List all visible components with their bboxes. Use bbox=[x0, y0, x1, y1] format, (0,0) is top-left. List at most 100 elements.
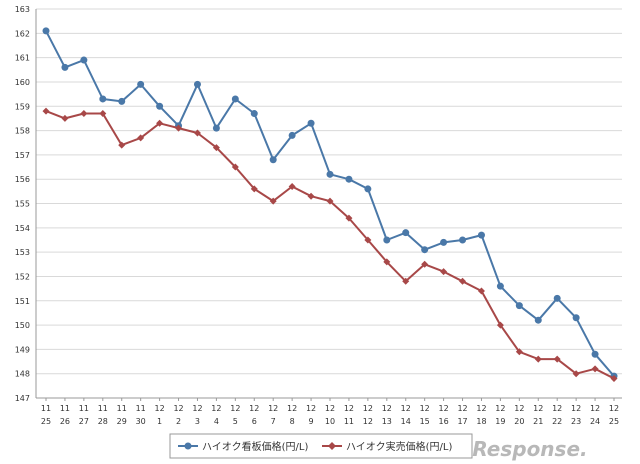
y-tick-label-148: 148 bbox=[15, 370, 30, 379]
x-tick-day-29: 24 bbox=[590, 417, 600, 426]
series-0-point-0 bbox=[42, 27, 50, 35]
x-tick-day-25: 20 bbox=[514, 417, 524, 426]
legend: ハイオク看板価格(円/L) ハイオク実売価格(円/L) bbox=[169, 433, 473, 459]
x-tick-month-1: 11 bbox=[60, 404, 70, 413]
series-0-point-25 bbox=[515, 302, 523, 310]
y-tick-label-162: 162 bbox=[15, 29, 30, 38]
y-tick-label-155: 155 bbox=[15, 200, 30, 209]
series-0-point-24 bbox=[496, 282, 504, 290]
series-1-point-11 bbox=[250, 185, 258, 193]
series-0-point-12 bbox=[269, 156, 277, 164]
series-1-point-27 bbox=[553, 355, 561, 363]
series-1-point-29 bbox=[591, 365, 599, 373]
x-tick-month-27: 12 bbox=[552, 404, 562, 413]
series-1-point-10 bbox=[231, 163, 239, 171]
y-tick-label-152: 152 bbox=[15, 272, 30, 281]
x-tick-month-29: 12 bbox=[590, 404, 600, 413]
x-tick-day-28: 23 bbox=[571, 417, 581, 426]
series-0-point-20 bbox=[421, 246, 429, 254]
x-tick-month-10: 12 bbox=[230, 404, 240, 413]
x-tick-day-1: 26 bbox=[60, 417, 70, 426]
x-tick-day-8: 3 bbox=[195, 417, 200, 426]
series-0-point-23 bbox=[477, 231, 485, 239]
series-1-point-17 bbox=[364, 236, 372, 244]
x-tick-day-0: 25 bbox=[41, 417, 51, 426]
x-tick-month-7: 12 bbox=[173, 404, 183, 413]
series-0-point-8 bbox=[193, 80, 201, 88]
x-tick-month-13: 12 bbox=[287, 404, 297, 413]
series-1-point-19 bbox=[402, 277, 410, 285]
x-tick-month-8: 12 bbox=[192, 404, 202, 413]
x-axis: 1125112611271128112911301211221231241251… bbox=[36, 397, 622, 426]
x-tick-month-5: 11 bbox=[136, 404, 146, 413]
x-tick-month-18: 12 bbox=[382, 404, 392, 413]
series-0-point-21 bbox=[440, 238, 448, 246]
series-0-point-19 bbox=[402, 229, 410, 237]
x-tick-month-21: 12 bbox=[439, 404, 449, 413]
series-0-point-6 bbox=[156, 102, 164, 110]
x-tick-day-14: 9 bbox=[309, 417, 314, 426]
x-tick-month-11: 12 bbox=[249, 404, 259, 413]
series-line-1 bbox=[45, 110, 615, 380]
series-0-point-22 bbox=[459, 236, 467, 244]
series-1-point-1 bbox=[61, 114, 69, 122]
x-tick-month-28: 12 bbox=[571, 404, 581, 413]
x-tick-day-27: 22 bbox=[552, 417, 562, 426]
series-0-point-5 bbox=[137, 80, 145, 88]
x-tick-day-6: 1 bbox=[157, 417, 162, 426]
series-0-point-4 bbox=[118, 97, 126, 105]
series-1-point-13 bbox=[288, 182, 296, 190]
series-1-point-5 bbox=[137, 134, 145, 142]
legend-box bbox=[169, 433, 473, 459]
series-1-point-9 bbox=[212, 144, 220, 152]
x-tick-month-2: 11 bbox=[79, 404, 89, 413]
x-tick-day-5: 30 bbox=[136, 417, 146, 426]
x-tick-day-10: 5 bbox=[233, 417, 238, 426]
series-1-point-20 bbox=[421, 260, 429, 268]
series-0-point-15 bbox=[326, 170, 334, 178]
y-axis: 147 148 149 150 151 152 153 154 155 156 157 158 159 1… bbox=[15, 5, 37, 403]
series-1-point-8 bbox=[193, 129, 201, 137]
y-tick-label-160: 160 bbox=[15, 78, 30, 87]
series-1-point-18 bbox=[383, 258, 391, 266]
x-tick-day-3: 28 bbox=[98, 417, 108, 426]
x-tick-day-17: 12 bbox=[363, 417, 373, 426]
series-0-point-10 bbox=[231, 95, 239, 103]
x-tick-month-16: 12 bbox=[344, 404, 354, 413]
series-1-point-0 bbox=[42, 107, 50, 115]
x-tick-month-20: 12 bbox=[420, 404, 430, 413]
series-0-point-18 bbox=[383, 236, 391, 244]
legend-label-1: ハイオク看板価格(円/L) bbox=[202, 440, 308, 453]
x-tick-month-17: 12 bbox=[363, 404, 373, 413]
x-tick-day-26: 21 bbox=[533, 417, 543, 426]
x-tick-day-23: 18 bbox=[476, 417, 486, 426]
series-0-point-9 bbox=[212, 124, 220, 132]
x-tick-month-4: 11 bbox=[117, 404, 127, 413]
series-1-point-26 bbox=[534, 355, 542, 363]
y-tick-label-163: 163 bbox=[15, 5, 30, 14]
series-1-point-16 bbox=[345, 214, 353, 222]
series-1-point-21 bbox=[440, 268, 448, 276]
x-tick-day-24: 19 bbox=[495, 417, 505, 426]
x-tick-month-22: 12 bbox=[457, 404, 467, 413]
series-1-point-6 bbox=[156, 119, 164, 127]
x-tick-day-22: 17 bbox=[457, 417, 467, 426]
x-tick-day-19: 14 bbox=[401, 417, 411, 426]
x-tick-month-26: 12 bbox=[533, 404, 543, 413]
x-tick-month-6: 12 bbox=[155, 404, 165, 413]
x-tick-day-15: 10 bbox=[325, 417, 335, 426]
series-1-point-23 bbox=[477, 287, 485, 295]
x-tick-day-7: 2 bbox=[176, 417, 181, 426]
series-0-point-14 bbox=[307, 119, 315, 127]
series-1-point-2 bbox=[80, 110, 88, 118]
series-0-point-16 bbox=[345, 175, 353, 183]
series-group bbox=[42, 27, 618, 383]
y-tick-label-147: 147 bbox=[15, 394, 30, 403]
series-0-point-2 bbox=[80, 56, 88, 64]
x-tick-day-9: 4 bbox=[214, 417, 219, 426]
y-tick-label-151: 151 bbox=[15, 297, 30, 306]
x-tick-month-19: 12 bbox=[401, 404, 411, 413]
x-tick-day-4: 29 bbox=[117, 417, 127, 426]
series-0-point-26 bbox=[534, 316, 542, 324]
